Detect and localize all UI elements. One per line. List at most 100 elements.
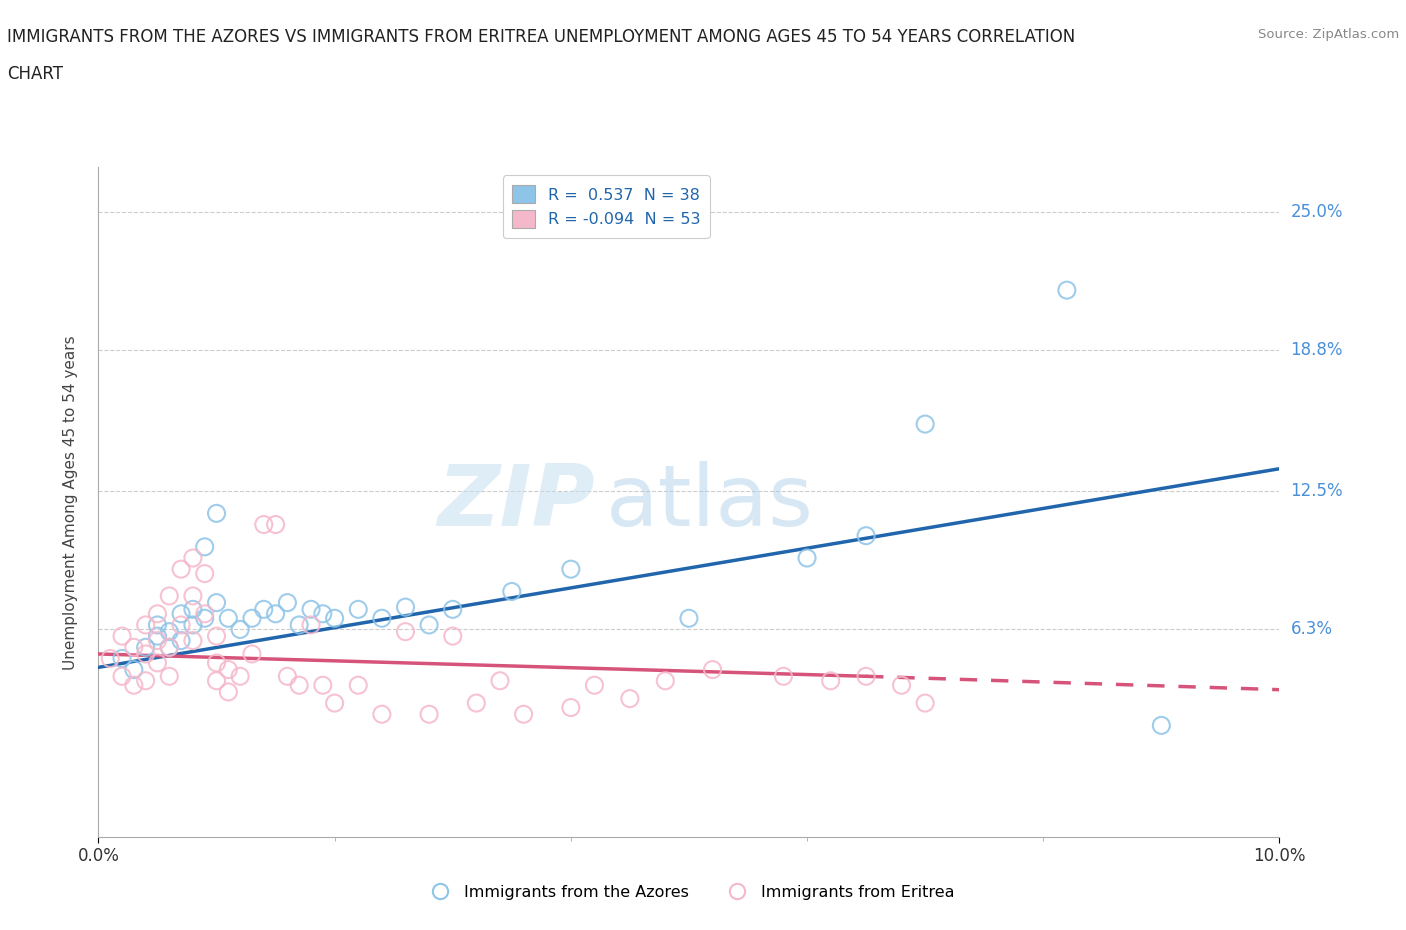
Point <box>253 517 276 532</box>
Point <box>855 528 877 543</box>
Point <box>181 602 204 617</box>
Point <box>560 700 582 715</box>
Point <box>240 611 263 626</box>
Point <box>170 618 193 632</box>
Point <box>264 517 287 532</box>
Point <box>157 589 180 604</box>
Point <box>418 618 440 632</box>
Point <box>111 629 134 644</box>
Point <box>855 669 877 684</box>
Point <box>146 606 169 621</box>
Point <box>347 602 370 617</box>
Point <box>560 562 582 577</box>
Point <box>702 662 724 677</box>
Text: Source: ZipAtlas.com: Source: ZipAtlas.com <box>1258 28 1399 41</box>
Point <box>276 669 298 684</box>
Point <box>122 678 145 693</box>
Text: ZIP: ZIP <box>437 460 595 544</box>
Point <box>288 678 311 693</box>
Point <box>678 611 700 626</box>
Point <box>135 640 157 655</box>
Point <box>205 506 228 521</box>
Text: 12.5%: 12.5% <box>1291 482 1343 500</box>
Point <box>205 673 228 688</box>
Point <box>135 673 157 688</box>
Point <box>1056 283 1078 298</box>
Point <box>394 624 416 639</box>
Point <box>890 678 912 693</box>
Point <box>418 707 440 722</box>
Point <box>217 684 239 699</box>
Text: 6.3%: 6.3% <box>1291 620 1333 638</box>
Point <box>394 600 416 615</box>
Point <box>654 673 676 688</box>
Text: 25.0%: 25.0% <box>1291 203 1343 221</box>
Point <box>205 629 228 644</box>
Point <box>181 589 204 604</box>
Point <box>229 622 252 637</box>
Point <box>194 566 217 581</box>
Point <box>217 611 239 626</box>
Point <box>299 602 322 617</box>
Point <box>194 539 217 554</box>
Point <box>323 696 346 711</box>
Point <box>796 551 818 565</box>
Point <box>146 656 169 671</box>
Point <box>772 669 794 684</box>
Point <box>135 646 157 661</box>
Text: atlas: atlas <box>606 460 814 544</box>
Point <box>122 662 145 677</box>
Point <box>111 651 134 666</box>
Point <box>135 618 157 632</box>
Point <box>98 651 121 666</box>
Point <box>170 606 193 621</box>
Point <box>170 562 193 577</box>
Point <box>146 633 169 648</box>
Point <box>914 696 936 711</box>
Point <box>217 662 239 677</box>
Point <box>181 633 204 648</box>
Point <box>146 629 169 644</box>
Text: 18.8%: 18.8% <box>1291 341 1343 359</box>
Point <box>264 606 287 621</box>
Point <box>240 646 263 661</box>
Point <box>276 595 298 610</box>
Point <box>181 551 204 565</box>
Legend: Immigrants from the Azores, Immigrants from Eritrea: Immigrants from the Azores, Immigrants f… <box>418 878 960 906</box>
Point <box>229 669 252 684</box>
Point <box>157 640 180 655</box>
Point <box>323 611 346 626</box>
Point <box>914 417 936 432</box>
Point <box>253 602 276 617</box>
Point <box>146 618 169 632</box>
Point <box>501 584 523 599</box>
Point <box>619 691 641 706</box>
Point <box>489 673 512 688</box>
Point <box>205 595 228 610</box>
Point <box>441 602 464 617</box>
Point <box>441 629 464 644</box>
Point <box>347 678 370 693</box>
Point <box>288 618 311 632</box>
Point <box>157 624 180 639</box>
Point <box>111 669 134 684</box>
Point <box>157 669 180 684</box>
Point <box>122 640 145 655</box>
Point <box>512 707 534 722</box>
Point <box>371 707 394 722</box>
Point <box>583 678 606 693</box>
Point <box>312 678 335 693</box>
Point <box>170 633 193 648</box>
Text: CHART: CHART <box>7 65 63 83</box>
Text: IMMIGRANTS FROM THE AZORES VS IMMIGRANTS FROM ERITREA UNEMPLOYMENT AMONG AGES 45: IMMIGRANTS FROM THE AZORES VS IMMIGRANTS… <box>7 28 1076 46</box>
Point <box>194 611 217 626</box>
Point <box>299 618 322 632</box>
Y-axis label: Unemployment Among Ages 45 to 54 years: Unemployment Among Ages 45 to 54 years <box>63 335 77 670</box>
Point <box>820 673 842 688</box>
Point <box>312 606 335 621</box>
Point <box>371 611 394 626</box>
Point <box>465 696 488 711</box>
Point <box>1150 718 1173 733</box>
Point <box>205 656 228 671</box>
Point <box>181 618 204 632</box>
